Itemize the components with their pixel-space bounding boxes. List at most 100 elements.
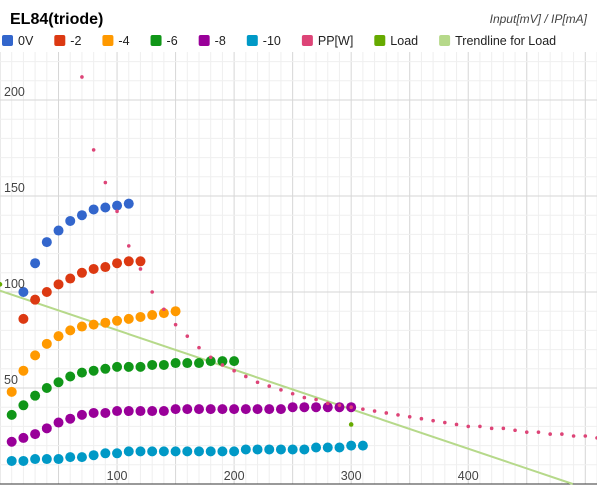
point-6 (18, 400, 29, 411)
legend-label-load: Load (390, 34, 418, 48)
point-pp-w (349, 405, 353, 410)
point-pp-w (290, 391, 295, 396)
y-tick-label: 50 (4, 373, 18, 387)
point-10 (275, 444, 286, 455)
point-10 (112, 448, 123, 459)
legend-swatch-8 (198, 35, 210, 46)
point-8 (275, 404, 286, 415)
point-2 (123, 256, 134, 267)
point-8 (123, 406, 134, 417)
point-6 (205, 356, 216, 367)
point-pp-w (571, 434, 576, 438)
point-pp-w (548, 432, 552, 436)
point-6 (135, 361, 146, 372)
point-2 (18, 313, 29, 324)
point-10 (240, 444, 251, 455)
point-10 (194, 446, 204, 457)
chart-title: EL84(triode) (10, 11, 103, 28)
point-pp-w (489, 426, 494, 431)
point-6 (170, 358, 181, 369)
point-0v (18, 287, 29, 297)
point-0v (65, 215, 76, 226)
point-0v (41, 237, 52, 248)
point-8 (229, 404, 240, 415)
point-pp-w (325, 401, 330, 406)
point-pp-w (513, 428, 517, 433)
point-4 (18, 365, 29, 376)
legend-label-2: -2 (70, 34, 81, 48)
point-4 (147, 310, 158, 321)
legend-swatch-load (374, 35, 386, 46)
legend-label-6: -6 (167, 34, 178, 48)
point-10 (41, 454, 52, 465)
x-tick-label: 100 (107, 469, 128, 483)
x-tick-label: 200 (224, 469, 245, 483)
point-pp-w (244, 374, 248, 379)
point-pp-w (501, 426, 506, 431)
point-10 (334, 442, 345, 453)
point-8 (264, 404, 275, 415)
point-0v (88, 204, 99, 215)
point-2 (100, 262, 111, 273)
legend-label-8: -8 (215, 34, 226, 48)
point-10 (76, 452, 87, 463)
point-6 (53, 377, 64, 388)
point-4 (65, 325, 76, 336)
point-2 (112, 258, 123, 269)
point-10 (18, 455, 29, 466)
point-4 (30, 350, 41, 361)
point-8 (194, 404, 204, 415)
point-6 (65, 371, 76, 382)
point-6 (100, 363, 111, 374)
point-2 (41, 287, 52, 297)
point-6 (194, 358, 204, 369)
point-8 (299, 402, 310, 413)
legend-swatch-10 (246, 35, 258, 46)
point-10 (346, 440, 357, 451)
point-10 (135, 446, 146, 457)
point-8 (334, 402, 345, 413)
point-pp-w (267, 384, 272, 388)
point-pp-w (361, 407, 365, 411)
point-pp-w (384, 411, 389, 415)
point-10 (65, 452, 76, 463)
point-2 (88, 263, 99, 274)
point-0v (100, 202, 111, 213)
point-10 (229, 446, 240, 457)
point-pp-w (431, 418, 435, 423)
point-6 (182, 358, 193, 369)
point-6 (112, 361, 123, 372)
point-pp-w (419, 416, 424, 421)
legend-swatch-0v (2, 35, 13, 46)
point-8 (170, 404, 181, 415)
point-pp-w (337, 403, 342, 408)
legend-label-trendline-for-load: Trendline for Load (455, 34, 556, 48)
point-4 (76, 321, 87, 332)
point-10 (252, 444, 263, 455)
legend: 0V -2 -4 -6 -8 -10 PP[W] Load Trendline for Load (2, 34, 556, 48)
point-0v (53, 225, 64, 236)
point-8 (217, 404, 228, 415)
point-10 (100, 448, 111, 459)
point-pp-w (396, 413, 400, 417)
point-pp-w (407, 415, 412, 419)
legend-label-4: -4 (118, 34, 129, 48)
point-pp-w (103, 180, 108, 185)
legend-label-10: -10 (263, 34, 281, 48)
point-8 (112, 406, 123, 417)
point-8 (311, 402, 322, 413)
point-10 (311, 442, 322, 453)
point-10 (322, 442, 333, 453)
point-8 (6, 436, 17, 447)
point-4 (41, 338, 52, 349)
y-tick-label: 100 (4, 277, 25, 291)
point-4 (100, 317, 111, 328)
point-6 (6, 409, 17, 420)
point-0v (76, 210, 87, 221)
point-pp-w (197, 345, 201, 350)
point-pp-w (524, 430, 529, 434)
point-4 (123, 313, 134, 324)
point-8 (182, 404, 193, 415)
point-4 (170, 306, 181, 317)
